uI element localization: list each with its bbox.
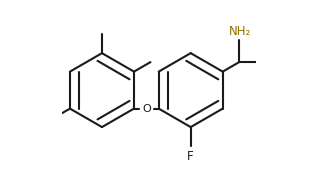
Text: NH₂: NH₂ bbox=[229, 25, 251, 38]
Text: O: O bbox=[142, 104, 151, 114]
Text: F: F bbox=[187, 150, 194, 163]
